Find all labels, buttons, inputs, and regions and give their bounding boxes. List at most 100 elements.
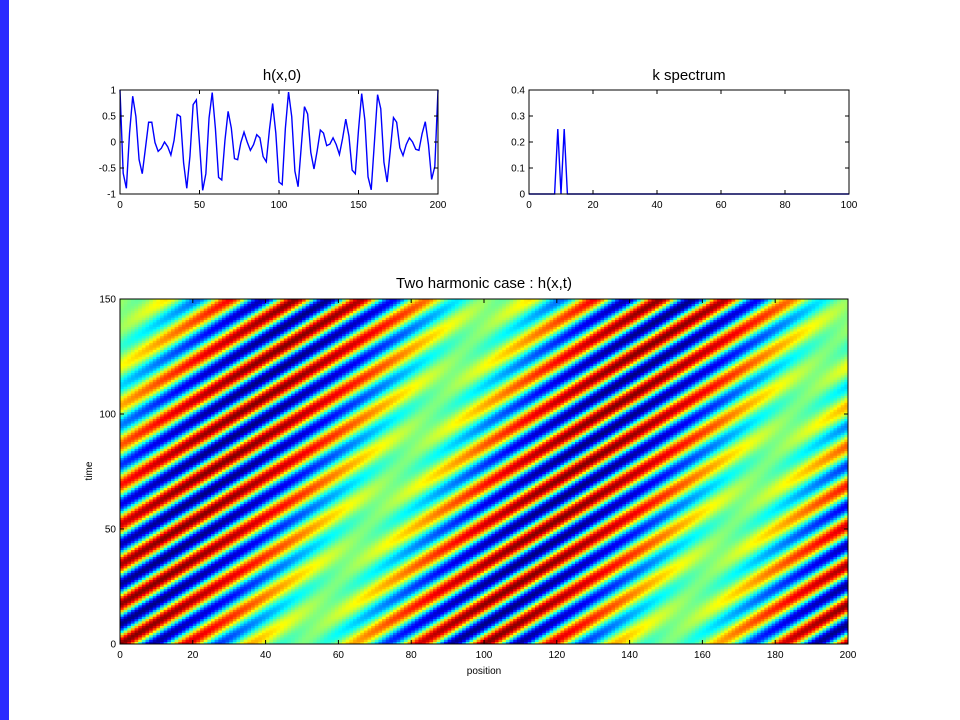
heatmap-cell	[222, 605, 226, 608]
heatmap-cell	[739, 589, 743, 592]
heatmap-cell	[688, 589, 692, 592]
heatmap-cell	[764, 600, 768, 603]
heatmap-cell	[608, 637, 612, 640]
heatmap-cell	[801, 639, 805, 642]
heatmap-cell	[666, 626, 670, 629]
heatmap-cell	[706, 600, 710, 603]
heatmap-cell	[528, 619, 532, 622]
heatmap-cell	[626, 596, 630, 599]
heatmap-cell	[604, 639, 608, 642]
heatmap-cell	[735, 605, 739, 608]
heatmap-cell	[600, 639, 604, 642]
heatmap-cell	[593, 610, 597, 613]
heatmap-cell	[411, 612, 415, 615]
heatmap-cell	[550, 630, 554, 633]
heatmap-cell	[808, 607, 812, 610]
heatmap-cell	[313, 639, 317, 642]
heatmap-cell	[619, 610, 623, 613]
heatmap-cell	[262, 598, 266, 601]
heatmap-cell	[790, 598, 794, 601]
heatmap-cell	[389, 619, 393, 622]
heatmap-cell	[528, 621, 532, 624]
heatmap-cell	[702, 635, 706, 638]
heatmap-cell	[579, 628, 583, 631]
heatmap-cell	[273, 612, 277, 615]
heatmap-cell	[823, 612, 827, 615]
heatmap-cell	[732, 639, 736, 642]
heatmap-cell	[320, 589, 324, 592]
heatmap-cell	[724, 596, 728, 599]
heatmap-cell	[808, 623, 812, 626]
heatmap-cell	[633, 623, 637, 626]
heatmap-cell	[145, 610, 149, 613]
heatmap-cell	[651, 614, 655, 617]
heatmap-cell	[717, 621, 721, 624]
heatmap-cell	[233, 598, 237, 601]
heatmap-cell	[826, 589, 830, 592]
heatmap-cell	[757, 614, 761, 617]
heatmap-cell	[418, 605, 422, 608]
heatmap-cell	[702, 623, 706, 626]
heatmap-cell	[761, 630, 765, 633]
heatmap-cell	[724, 610, 728, 613]
heatmap-cell	[236, 587, 240, 590]
heatmap-cell	[473, 612, 477, 615]
heatmap-cell	[684, 591, 688, 594]
heatmap-cell	[746, 616, 750, 619]
heatmap-cell	[830, 612, 834, 615]
heatmap-cell	[611, 593, 615, 596]
heatmap-cell	[255, 596, 259, 599]
heatmap-cell	[539, 605, 543, 608]
heatmap-cell	[484, 612, 488, 615]
heatmap-cell	[404, 635, 408, 638]
heatmap-cell	[306, 600, 310, 603]
heatmap-cell	[349, 591, 353, 594]
heatmap-cell	[600, 605, 604, 608]
heatmap-cell	[826, 626, 830, 629]
heatmap-cell	[408, 630, 412, 633]
heatmap-cell	[317, 616, 321, 619]
heatmap-cell	[327, 596, 331, 599]
heatmap-cell	[790, 623, 794, 626]
heatmap-cell	[269, 610, 273, 613]
heatmap-cell	[247, 607, 251, 610]
heatmap-cell	[677, 639, 681, 642]
heatmap-cell	[571, 596, 575, 599]
heatmap-cell	[619, 626, 623, 629]
heatmap-cell	[815, 619, 819, 622]
heatmap-cell	[375, 596, 379, 599]
heatmap-cell	[240, 593, 244, 596]
heatmap-cell	[142, 614, 146, 617]
heatmap-cell	[422, 607, 426, 610]
heatmap-cell	[233, 612, 237, 615]
heatmap-cell	[553, 635, 557, 638]
heatmap-cell	[819, 619, 823, 622]
heatmap-cell	[255, 607, 259, 610]
heatmap-cell	[469, 628, 473, 631]
heatmap-cell	[309, 596, 313, 599]
heatmap-cell	[506, 587, 510, 590]
heatmap-cell	[670, 605, 674, 608]
heatmap-cell	[619, 612, 623, 615]
heatmap-cell	[378, 614, 382, 617]
heatmap-cell	[360, 596, 364, 599]
heatmap-cell	[364, 630, 368, 633]
heatmap-cell	[480, 619, 484, 622]
heatmap-cell	[550, 637, 554, 640]
heatmap-cell	[764, 598, 768, 601]
heatmap-cell	[779, 630, 783, 633]
heatmap-cell	[804, 605, 808, 608]
heatmap-cell	[560, 610, 564, 613]
heatmap-cell	[120, 607, 124, 610]
heatmap-cell	[691, 589, 695, 592]
heatmap-cell	[546, 633, 550, 636]
heatmap-cell	[746, 610, 750, 613]
heatmap-cell	[622, 589, 626, 592]
heatmap-cell	[262, 600, 266, 603]
heatmap-cell	[317, 637, 321, 640]
heatmap-cell	[560, 635, 564, 638]
heatmap-cell	[462, 593, 466, 596]
heatmap-cell	[327, 621, 331, 624]
heatmap-cell	[542, 589, 546, 592]
heatmap-cell	[233, 614, 237, 617]
